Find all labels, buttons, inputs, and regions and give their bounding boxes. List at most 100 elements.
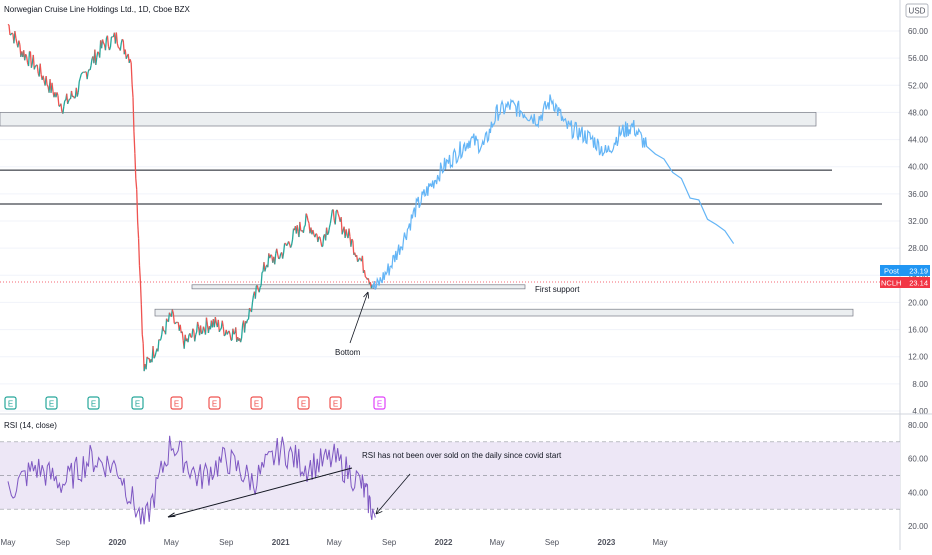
earnings-marker-label: E — [49, 400, 54, 409]
price-tick-label: 28.00 — [908, 244, 929, 253]
earnings-marker-label: E — [174, 400, 179, 409]
price-segment — [227, 332, 228, 334]
price-segment — [328, 233, 329, 235]
time-tick-label: May — [327, 538, 342, 547]
price-segment — [136, 178, 137, 189]
time-tick-label: 2023 — [598, 538, 616, 547]
price-segment — [224, 335, 225, 336]
time-tick-label: Sep — [219, 538, 234, 547]
price-segment — [365, 277, 366, 278]
price-tick-label: 32.00 — [908, 217, 929, 226]
post-price-badge: Post 23.19 — [880, 265, 930, 276]
price-segment — [139, 238, 140, 265]
price-segment — [291, 245, 292, 247]
price-segment — [26, 54, 27, 56]
price-segment — [126, 56, 127, 59]
symbol-title: Norwegian Cruise Line Holdings Ltd., 1D,… — [4, 5, 191, 14]
price-tick-label: 48.00 — [908, 108, 929, 117]
price-segment — [12, 33, 13, 34]
price-segment — [196, 332, 197, 335]
price-segment — [134, 131, 135, 153]
price-segment — [133, 98, 134, 132]
time-tick-label: Sep — [382, 538, 397, 547]
earnings-marker-label: E — [212, 400, 217, 409]
price-segment — [352, 239, 353, 240]
price-tick-label: 8.00 — [912, 380, 928, 389]
price-segment — [143, 343, 144, 371]
price-segment — [142, 334, 143, 343]
price-segment — [160, 339, 161, 340]
time-tick-label: Sep — [56, 538, 71, 547]
earnings-marker-label: E — [8, 400, 13, 409]
post-badge-label: Post — [884, 267, 900, 276]
price-segment — [104, 43, 105, 45]
price-segment — [289, 241, 290, 244]
price-segment — [175, 322, 176, 324]
time-tick-label: 2021 — [272, 538, 290, 547]
price-segment — [305, 214, 306, 226]
price-segment — [141, 305, 142, 334]
earnings-marker-label: E — [254, 400, 259, 409]
rsi-pane — [0, 436, 900, 525]
price-segment — [167, 319, 168, 321]
earnings-marker-label: E — [301, 400, 306, 409]
level-zone — [0, 112, 816, 126]
price-segment — [360, 258, 361, 259]
level-zone — [155, 309, 853, 316]
post-badge-value: 23.19 — [909, 267, 928, 276]
level-zone — [192, 285, 525, 289]
price-segment — [193, 329, 194, 331]
price-tick-label: 4.00 — [912, 407, 928, 416]
rsi-tick-label: 80.00 — [908, 421, 929, 430]
price-tick-label: 52.00 — [908, 81, 929, 90]
price-segment — [34, 66, 35, 69]
bottom-label: Bottom — [335, 348, 361, 357]
price-segment — [316, 234, 317, 235]
time-tick-label: May — [490, 538, 505, 547]
first-support-label: First support — [535, 285, 580, 294]
price-segment — [81, 73, 82, 74]
price-tick-label: 40.00 — [908, 163, 929, 172]
price-segment — [131, 63, 132, 84]
time-tick-label: Sep — [545, 538, 560, 547]
time-tick-label: May — [0, 538, 15, 547]
earnings-marker-label: E — [135, 400, 140, 409]
price-segment — [169, 313, 170, 315]
price-segment — [140, 281, 141, 304]
earnings-marker-label: E — [333, 400, 338, 409]
price-segment — [297, 225, 298, 231]
price-segment — [219, 329, 220, 331]
price-segment — [260, 286, 261, 288]
price-tick-label: 60.00 — [908, 27, 929, 36]
rsi-title: RSI (14, close) — [4, 421, 57, 430]
price-segment — [118, 47, 119, 48]
price-segment — [300, 222, 301, 231]
price-segment — [279, 258, 280, 259]
price-segment — [304, 226, 305, 227]
price-tick-label: 16.00 — [908, 326, 929, 335]
price-segment — [98, 52, 99, 53]
price-segment — [234, 333, 235, 334]
time-tick-label: May — [164, 538, 179, 547]
rsi-tick-label: 20.00 — [908, 522, 929, 531]
earnings-marker-label: E — [91, 400, 96, 409]
price-segment — [47, 85, 48, 86]
price-segment — [271, 255, 272, 256]
time-tick-label: 2020 — [108, 538, 126, 547]
price-segment — [303, 227, 304, 233]
earnings-marker-label: E — [377, 400, 382, 409]
price-segment — [229, 331, 230, 335]
price-segment — [69, 99, 70, 101]
price-pane[interactable] — [0, 0, 900, 412]
price-tick-label: 56.00 — [908, 54, 929, 63]
last-badge-value: 23.14 — [909, 279, 928, 288]
price-segment — [220, 329, 221, 330]
price-segment — [82, 72, 83, 73]
price-segment — [137, 190, 138, 222]
price-segment — [8, 24, 9, 25]
rsi-note: RSI has not been over sold on the daily … — [362, 451, 562, 460]
